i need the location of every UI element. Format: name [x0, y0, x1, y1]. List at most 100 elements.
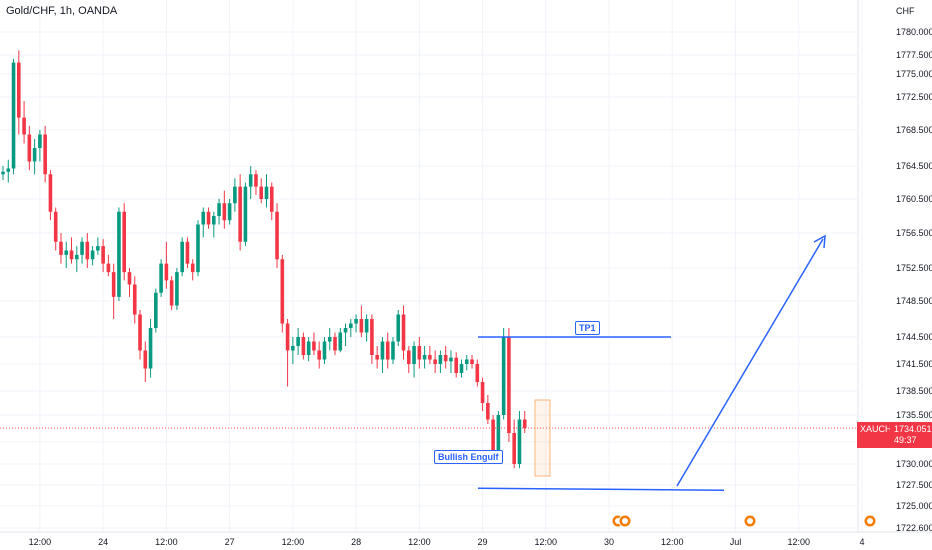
candle [101, 239, 105, 273]
candle-body [96, 246, 100, 251]
candle-body [385, 341, 390, 360]
time-tick-label: Jul [730, 537, 742, 547]
candle-body [101, 246, 105, 264]
candle [127, 268, 132, 297]
candlestick-series [1, 50, 527, 469]
candle-body [238, 186, 242, 242]
candle-body [132, 284, 137, 315]
candle-body [180, 241, 184, 273]
candle [449, 350, 453, 373]
candle-body [417, 346, 422, 360]
price-tick-label: 1735.500 [896, 410, 932, 420]
candle-body [1, 171, 5, 175]
candle-body [412, 346, 416, 364]
candle [486, 395, 490, 424]
price-tick-label: 1741.500 [896, 359, 932, 369]
price-tick-label: 1738.500 [896, 386, 932, 396]
candle [349, 319, 353, 337]
candle-body [338, 332, 343, 351]
time-tick-label: 29 [478, 537, 488, 547]
price-tick-label: 1744.500 [896, 332, 932, 342]
candle-body [6, 168, 11, 172]
candle-body [22, 117, 26, 135]
candle [264, 174, 269, 208]
candle [285, 319, 290, 387]
candle-body [464, 359, 469, 364]
candle-body [301, 337, 306, 355]
time-tick-label: 24 [98, 537, 108, 547]
candle-body [327, 337, 332, 342]
candle [280, 254, 285, 333]
candle-body [459, 364, 464, 373]
candle [327, 328, 332, 351]
candle-body [227, 203, 232, 221]
time-tick-label: 28 [351, 537, 361, 547]
candle-body [391, 341, 395, 360]
candle [11, 58, 16, 175]
candle-body [364, 319, 369, 333]
time-tick-label: 4 [860, 537, 865, 547]
candle [306, 337, 311, 362]
candle-body [349, 323, 353, 328]
candle [201, 207, 206, 238]
candle [259, 178, 264, 204]
candle [53, 207, 58, 251]
candle [196, 220, 200, 277]
candle [291, 337, 295, 364]
candle-body [264, 186, 269, 199]
candle [22, 101, 26, 144]
event-marker-dot [867, 518, 873, 524]
candle-body [127, 272, 132, 285]
tp1-label[interactable]: TP1 [575, 321, 600, 335]
candle-body [285, 323, 290, 351]
candle [296, 328, 300, 355]
candle [243, 182, 248, 247]
candle [317, 341, 321, 369]
candle [391, 337, 395, 364]
bullish-engulf-label[interactable]: Bullish Engulf [434, 450, 503, 464]
candle [417, 337, 422, 369]
candle-body [480, 382, 485, 403]
event-marker-icon[interactable] [618, 514, 632, 528]
candle-body [248, 174, 253, 187]
time-tick-label: 12:00 [29, 537, 52, 547]
time-axis: 12:00 24 12:00 27 12:00 28 12:00 29 12:00 30 12:00… [0, 531, 932, 547]
candle [396, 310, 401, 346]
price-tick-label: 1764.500 [896, 161, 932, 171]
candle [164, 241, 169, 289]
time-tick-label: 12:00 [282, 537, 305, 547]
candle [364, 314, 369, 342]
candle-body [185, 241, 190, 264]
candle-body [291, 346, 295, 351]
candle [1, 166, 5, 181]
candle-body [69, 250, 74, 260]
candle-body [196, 224, 200, 273]
candle-body [85, 241, 90, 260]
candle-body [27, 134, 32, 162]
candle-body [354, 319, 358, 324]
candle [206, 207, 211, 229]
candle [80, 237, 84, 264]
event-marker-icon[interactable] [863, 514, 877, 528]
candle-body [74, 254, 79, 260]
candle [454, 352, 459, 378]
candle [517, 411, 522, 469]
candle [443, 346, 448, 369]
candle [138, 310, 142, 360]
candle-body [32, 148, 37, 162]
candle-body [269, 186, 274, 212]
candle-body [106, 263, 111, 273]
candle [117, 207, 121, 301]
event-marker-icon[interactable] [743, 514, 757, 528]
price-tick-label: 1775.000 [896, 69, 932, 79]
candle [169, 276, 174, 310]
price-tick-label: 1777.500 [896, 50, 932, 60]
candle-body [164, 263, 169, 281]
event-marker-dot [622, 518, 628, 524]
candle [217, 199, 221, 225]
candle-body [138, 314, 142, 351]
candle [522, 411, 527, 433]
candle [122, 203, 127, 281]
price-tick-label: 1722.600 [896, 523, 932, 533]
